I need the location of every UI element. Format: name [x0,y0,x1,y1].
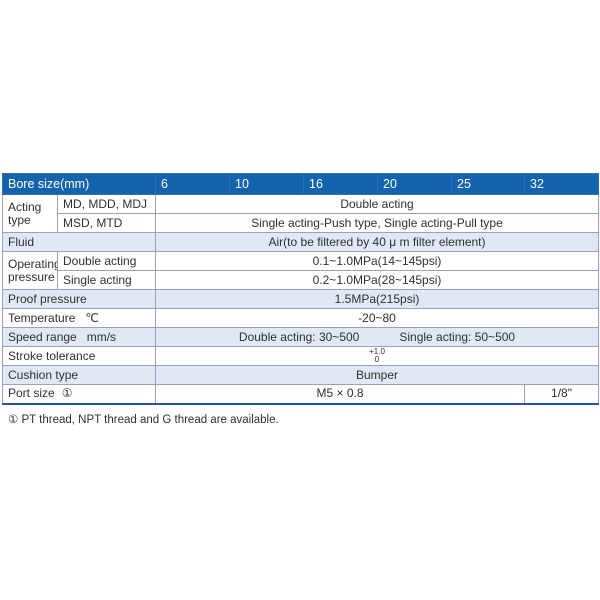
speed-double-acting: Double acting: 30~500 [238,329,360,344]
row-acting-type-single: MSD, MTD Single acting-Push type, Single… [3,213,600,233]
stroke-tolerance-value: +1.0 0 [155,346,600,366]
row-port-size: Port size ① M5 × 0.8 1/8" [1,384,600,404]
row-operating-pressure-single: Single acting 0.2~1.0MPa(28~145psi) [3,270,600,290]
bore-size-spec-table: Bore size(mm) 6 10 16 20 25 32 Acting ty… [1,173,600,405]
bore-col-16: 16 [303,173,379,195]
proof-pressure-value: 1.5MPa(215psi) [155,289,600,309]
proof-pressure-label: Proof pressure [1,289,157,309]
acting-value-single: Single acting-Push type, Single acting-P… [155,213,600,233]
speed-single-acting: Single acting: 50~500 [399,329,516,344]
speed-range-label: Speed range mm/s [1,327,157,347]
row-fluid: Fluid Air(to be filtered by 40 μ m filte… [1,232,600,252]
port-size-m5: M5 × 0.8 [155,384,526,404]
port-size-label: Port size ① [1,384,157,404]
temperature-value: -20~80 [155,308,600,328]
bore-size-header-label: Bore size(mm) [1,173,157,195]
footnote: ① PT thread, NPT thread and G thread are… [8,414,279,426]
row-proof-pressure: Proof pressure 1.5MPa(215psi) [1,289,600,309]
tolerance-upper: +1.0 [369,347,385,356]
temperature-label: Temperature ℃ [1,308,157,328]
speed-range-label-text: Speed range [8,329,77,344]
port-size-eighth: 1/8" [524,384,600,404]
row-stroke-tolerance: Stroke tolerance +1.0 0 [1,346,600,366]
acting-value-double: Double acting [155,194,600,214]
row-cushion-type: Cushion type Bumper [1,365,600,385]
bore-col-20: 20 [377,173,453,195]
row-speed-range: Speed range mm/s Double acting: 30~500 Si… [1,327,600,347]
table-header-row: Bore size(mm) 6 10 16 20 25 32 [1,173,600,195]
speed-range-values: Double acting: 30~500 Single acting: 50~… [155,327,600,347]
cushion-type-label: Cushion type [1,365,157,385]
bore-col-10: 10 [229,173,305,195]
fluid-value: Air(to be filtered by 40 μ m filter elem… [155,232,600,252]
operating-pressure-label: Operating pressure [2,251,58,290]
acting-models-single: MSD, MTD [56,213,157,233]
temperature-label-text: Temperature [8,310,76,325]
row-operating-pressure-double: Operating pressure Double acting 0.1~1.0… [2,251,600,290]
speed-range-unit: mm/s [86,329,117,344]
operating-value-double: 0.1~1.0MPa(14~145psi) [155,251,600,271]
row-temperature: Temperature ℃ -20~80 [1,308,600,328]
fluid-label: Fluid [1,232,157,252]
footnote-marker-icon: ① [61,386,73,401]
temperature-unit: ℃ [85,310,99,325]
acting-models-double: MD, MDD, MDJ [56,194,157,214]
bore-col-6: 6 [155,173,231,195]
acting-type-label: Acting type [2,194,58,233]
bore-col-32: 32 [524,173,600,195]
spec-table: Bore size(mm) 6 10 16 20 25 32 Acting ty… [1,173,600,405]
stroke-tolerance-label: Stroke tolerance [1,346,157,366]
cushion-type-value: Bumper [155,365,600,385]
operating-sub-double: Double acting [56,251,157,271]
operating-value-single: 0.2~1.0MPa(28~145psi) [155,270,600,290]
tolerance-stack: +1.0 0 [369,348,385,364]
port-size-label-text: Port size [8,386,55,401]
tolerance-lower: 0 [374,355,380,364]
operating-sub-single: Single acting [56,270,157,290]
row-acting-type-double: Acting type MD, MDD, MDJ Double acting [2,194,600,233]
bore-col-25: 25 [451,173,526,195]
